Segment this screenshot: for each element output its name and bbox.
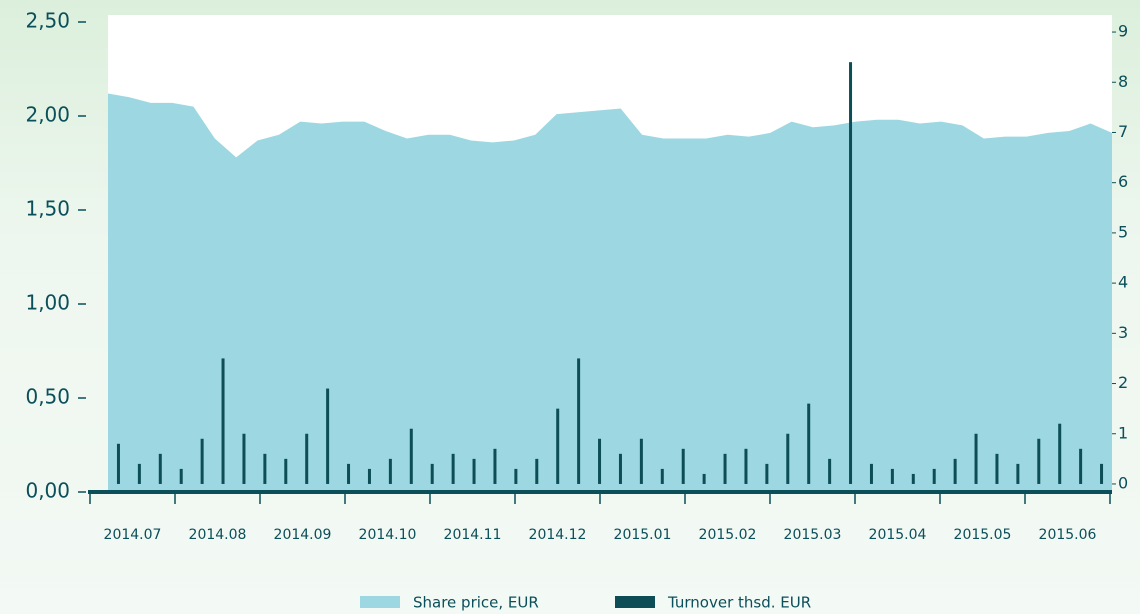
turnover-bar bbox=[1016, 463, 1020, 484]
x-tick-label: 2014.07 bbox=[104, 527, 162, 543]
x-tick-label: 2015.02 bbox=[699, 527, 757, 543]
turnover-bar bbox=[681, 448, 685, 484]
y-tick-label: 0,00 bbox=[25, 479, 70, 503]
turnover-bar bbox=[723, 453, 727, 484]
turnover-bar bbox=[242, 433, 246, 484]
x-tick-label: 2014.10 bbox=[359, 527, 417, 543]
turnover-bar bbox=[347, 463, 351, 484]
turnover-bar bbox=[618, 453, 622, 484]
turnover-bar bbox=[953, 458, 957, 484]
legend-label: Turnover thsd. EUR bbox=[667, 594, 811, 612]
turnover-bar bbox=[1058, 423, 1062, 484]
turnover-bar bbox=[493, 448, 497, 484]
turnover-bar bbox=[200, 438, 204, 484]
turnover-bar bbox=[1079, 448, 1083, 484]
y2-tick-label: 3 bbox=[1118, 323, 1128, 342]
turnover-bar bbox=[932, 468, 936, 484]
turnover-bar bbox=[765, 463, 769, 484]
turnover-bar bbox=[472, 458, 476, 484]
turnover-bar bbox=[535, 458, 539, 484]
x-tick-label: 2015.04 bbox=[869, 527, 927, 543]
turnover-bar bbox=[1100, 463, 1104, 484]
x-tick-label: 2014.09 bbox=[274, 527, 332, 543]
turnover-bar bbox=[869, 463, 873, 484]
turnover-bar bbox=[179, 468, 183, 484]
price-area bbox=[108, 93, 1112, 492]
turnover-bar bbox=[116, 443, 120, 484]
turnover-bar bbox=[577, 358, 581, 484]
x-tick-label: 2014.12 bbox=[529, 527, 587, 543]
turnover-bar bbox=[158, 453, 162, 484]
turnover-bar bbox=[409, 428, 413, 484]
y2-tick-label: 1 bbox=[1118, 423, 1128, 442]
turnover-bar bbox=[514, 468, 518, 484]
turnover-bar bbox=[786, 433, 790, 484]
turnover-bar bbox=[744, 448, 748, 484]
y2-tick-label: 0 bbox=[1118, 473, 1128, 492]
x-tick-label: 2014.08 bbox=[189, 527, 247, 543]
turnover-bar bbox=[1037, 438, 1041, 484]
turnover-bar bbox=[639, 438, 643, 484]
turnover-bar bbox=[221, 358, 225, 484]
turnover-bar bbox=[890, 468, 894, 484]
turnover-bar bbox=[974, 433, 978, 484]
legend-label: Share price, EUR bbox=[413, 594, 539, 612]
turnover-bar bbox=[284, 458, 288, 484]
turnover-bar bbox=[388, 458, 392, 484]
x-tick-label: 2015.01 bbox=[614, 527, 672, 543]
turnover-bar bbox=[556, 408, 560, 484]
y2-tick-label: 5 bbox=[1118, 222, 1128, 241]
x-tick-label: 2014.11 bbox=[444, 527, 502, 543]
y-tick-label: 1,50 bbox=[25, 197, 70, 221]
turnover-bar bbox=[660, 468, 664, 484]
turnover-bar bbox=[911, 473, 915, 484]
turnover-bar bbox=[305, 433, 309, 484]
y2-tick-label: 8 bbox=[1118, 72, 1128, 91]
turnover-bar bbox=[849, 62, 853, 484]
turnover-bar bbox=[137, 463, 141, 484]
turnover-bar bbox=[263, 453, 267, 484]
legend-swatch bbox=[360, 596, 400, 608]
y2-tick-label: 2 bbox=[1118, 373, 1128, 392]
turnover-bar bbox=[326, 388, 330, 484]
turnover-bar bbox=[807, 403, 811, 484]
turnover-bar bbox=[995, 453, 999, 484]
y-tick-label: 0,50 bbox=[25, 385, 70, 409]
y2-tick-label: 9 bbox=[1118, 22, 1128, 41]
turnover-bar bbox=[702, 473, 706, 484]
y-tick-label: 2,50 bbox=[25, 9, 70, 33]
turnover-bar bbox=[828, 458, 832, 484]
y2-tick-label: 7 bbox=[1118, 122, 1128, 141]
turnover-bar bbox=[367, 468, 371, 484]
y2-tick-label: 6 bbox=[1118, 172, 1128, 191]
y2-tick-label: 4 bbox=[1118, 273, 1128, 292]
x-tick-label: 2015.06 bbox=[1039, 527, 1097, 543]
legend-swatch bbox=[615, 596, 655, 608]
y-tick-label: 1,00 bbox=[25, 291, 70, 315]
y-tick-label: 2,00 bbox=[25, 103, 70, 127]
turnover-bar bbox=[430, 463, 434, 484]
x-tick-label: 2015.05 bbox=[954, 527, 1012, 543]
turnover-bar bbox=[451, 453, 455, 484]
turnover-bar bbox=[598, 438, 602, 484]
x-tick-label: 2015.03 bbox=[784, 527, 842, 543]
